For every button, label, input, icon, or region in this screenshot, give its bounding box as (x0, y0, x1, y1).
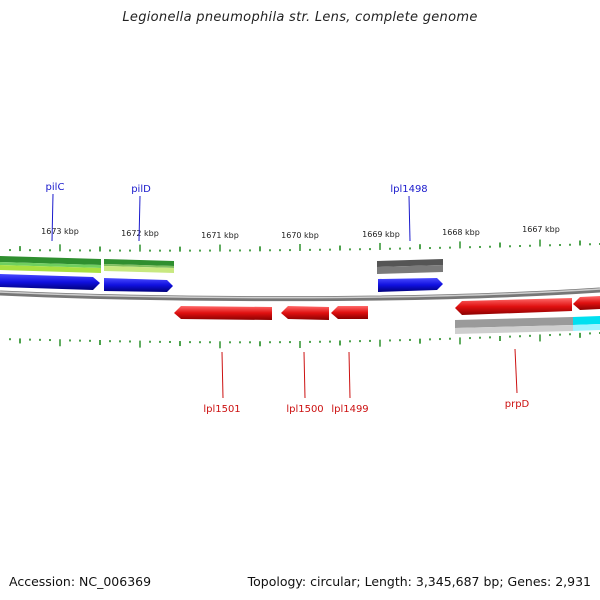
cog-bar-pilD (104, 259, 174, 273)
gene-label-lpl1499[interactable]: lpl1499 (331, 404, 368, 415)
bottom-tick-row (9, 332, 600, 349)
cog-bar-pilC (0, 256, 101, 273)
scale-label: 1667 kbp (522, 225, 560, 234)
scale-label: 1671 kbp (201, 231, 239, 240)
gene-arrow-pilD[interactable] (104, 278, 173, 292)
gene-label-pilD[interactable]: pilD (131, 184, 151, 195)
gene-label-prpD[interactable]: prpD (505, 399, 530, 410)
gene-label-lpl1498[interactable]: lpl1498 (390, 184, 427, 195)
gene-label-lpl1500[interactable]: lpl1500 (286, 404, 323, 415)
scale-label: 1669 kbp (362, 230, 400, 239)
gene-arrow-prpD[interactable] (455, 298, 572, 315)
scale-label: 1673 kbp (41, 227, 79, 236)
scale-label: 1668 kbp (442, 228, 480, 237)
cog-bar-prpD (455, 317, 573, 334)
scale-label: 1670 kbp (281, 231, 319, 240)
gene-label-pilC[interactable]: pilC (46, 182, 65, 193)
top-tick-row (9, 239, 600, 252)
gene-arrow-next[interactable] (573, 296, 600, 310)
gene-arrow-lpl1501[interactable] (174, 306, 272, 320)
gene-label-lpl1501[interactable]: lpl1501 (203, 404, 240, 415)
gene-arrow-lpl1498[interactable] (378, 278, 443, 292)
scale-label: 1672 kbp (121, 229, 159, 238)
map-title: Legionella pneumophila str. Lens, comple… (122, 10, 478, 25)
cog-bar-next (573, 316, 600, 331)
accession-text: Accession: NC_006369 (9, 574, 152, 589)
topology-text: Topology: circular; Length: 3,345,687 bp… (247, 574, 591, 589)
gene-arrow-lpl1500[interactable] (281, 306, 329, 320)
gene-arrow-lpl1499[interactable] (331, 306, 368, 319)
genome-backbone (0, 287, 600, 302)
cog-bar-lpl1498 (377, 259, 443, 274)
gene-arrow-pilC[interactable] (0, 274, 100, 290)
